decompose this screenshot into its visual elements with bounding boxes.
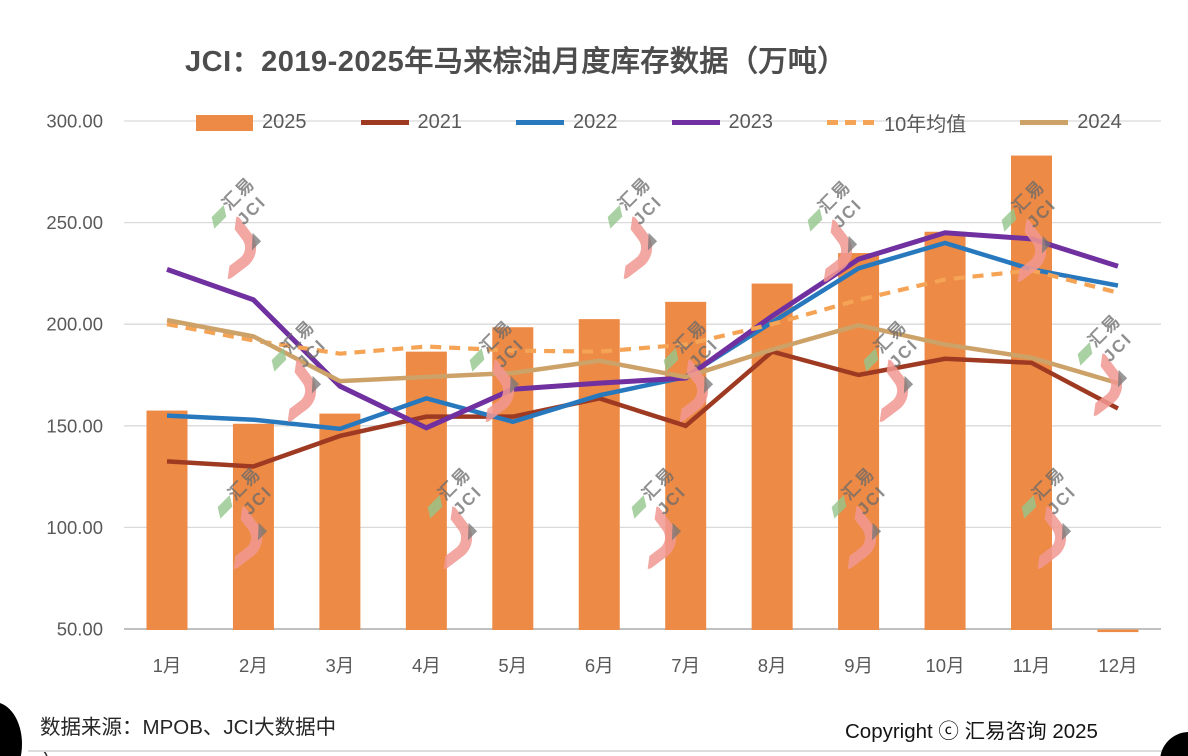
x-axis-label: 5月 xyxy=(498,655,527,676)
legend-line-swatch xyxy=(516,120,564,125)
line-2024 xyxy=(166,317,1119,386)
bar-2025-12月 xyxy=(1097,629,1139,633)
data-source-note-wrapped: ） xyxy=(42,744,63,756)
bar-2025-10月 xyxy=(924,231,966,630)
legend-item-2022: 2022 xyxy=(516,111,618,134)
y-axis-tick-label: 100.00 xyxy=(46,517,103,538)
x-axis-label: 8月 xyxy=(758,655,787,676)
y-axis-tick-label: 250.00 xyxy=(46,212,103,233)
data-source-note: 数据来源：MPOB、JCI大数据中 xyxy=(40,716,337,739)
legend-line-swatch xyxy=(360,120,409,125)
y-axis-tick-label: 150.00 xyxy=(46,415,103,436)
legend-line-swatch xyxy=(671,120,720,125)
x-axis-label: 10月 xyxy=(926,655,965,676)
bar-2025-11月 xyxy=(1011,155,1052,630)
x-axis-label: 6月 xyxy=(585,655,614,676)
x-axis-label: 12月 xyxy=(1098,655,1137,676)
bar-2025-8月 xyxy=(751,283,793,630)
legend-label: 10年均值 xyxy=(884,114,967,136)
x-axis-label: 4月 xyxy=(412,655,441,676)
legend-label: 2022 xyxy=(573,111,618,133)
y-axis-tick-label: 200.00 xyxy=(46,314,103,335)
chart-title: JCI：2019-2025年马来棕油月度库存数据（万吨） xyxy=(185,46,847,78)
y-axis-tick-label: 300.00 xyxy=(46,111,103,132)
chart-legend: 2025 2021 2022 2023 10年均值 2024 xyxy=(196,108,1122,137)
bar-2025-3月 xyxy=(319,413,361,630)
legend-item-10年均值: 10年均值 xyxy=(827,108,966,137)
legend-label: 2024 xyxy=(1077,111,1122,133)
copyright-note: Copyright ⓒ 汇易咨询 2025 xyxy=(845,720,1098,743)
legend-dashed-line-swatch xyxy=(827,120,875,125)
legend-label: 2023 xyxy=(728,111,774,133)
bar-2025-9月 xyxy=(838,253,880,630)
legend-item-2024: 2024 xyxy=(1020,111,1122,134)
legend-label: 2025 xyxy=(262,111,307,133)
y-axis-tick-label: 50.00 xyxy=(57,619,103,640)
legend-item-2023: 2023 xyxy=(671,111,774,134)
x-axis-label: 9月 xyxy=(844,655,873,676)
x-axis-label: 7月 xyxy=(671,655,700,676)
x-axis-label: 3月 xyxy=(326,655,355,676)
line-2022 xyxy=(166,240,1119,432)
bar-2025-5月 xyxy=(492,327,534,630)
legend-item-2021: 2021 xyxy=(360,111,463,134)
x-axis-label: 1月 xyxy=(153,655,182,676)
x-axis-label: 2月 xyxy=(239,655,268,676)
line-2021 xyxy=(166,349,1120,469)
bar-2025-6月 xyxy=(578,319,620,630)
legend-item-2025: 2025 xyxy=(196,111,307,134)
line-10年均值 xyxy=(166,268,1119,356)
legend-bar-swatch xyxy=(196,114,253,131)
bar-2025-1月 xyxy=(146,410,188,630)
bottom-divider xyxy=(28,750,1188,752)
bar-2025-2月 xyxy=(232,423,274,630)
x-axis-label: 11月 xyxy=(1013,655,1051,676)
legend-label: 2021 xyxy=(417,111,463,133)
legend-line-swatch xyxy=(1020,120,1069,125)
